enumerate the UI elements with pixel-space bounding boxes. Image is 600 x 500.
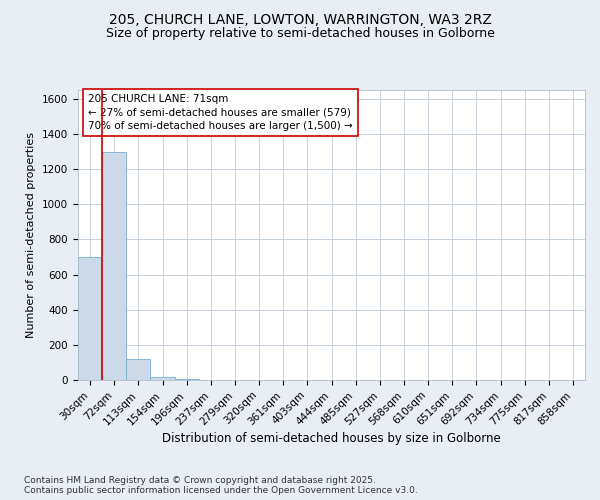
Text: Contains HM Land Registry data © Crown copyright and database right 2025.
Contai: Contains HM Land Registry data © Crown c… xyxy=(24,476,418,495)
X-axis label: Distribution of semi-detached houses by size in Golborne: Distribution of semi-detached houses by … xyxy=(162,432,501,445)
Bar xyxy=(126,359,151,380)
Text: 205 CHURCH LANE: 71sqm
← 27% of semi-detached houses are smaller (579)
70% of se: 205 CHURCH LANE: 71sqm ← 27% of semi-det… xyxy=(88,94,353,130)
Bar xyxy=(102,152,126,380)
Y-axis label: Number of semi-detached properties: Number of semi-detached properties xyxy=(26,132,37,338)
Bar xyxy=(151,378,175,380)
Text: Size of property relative to semi-detached houses in Golborne: Size of property relative to semi-detach… xyxy=(106,28,494,40)
Text: 205, CHURCH LANE, LOWTON, WARRINGTON, WA3 2RZ: 205, CHURCH LANE, LOWTON, WARRINGTON, WA… xyxy=(109,12,491,26)
Bar xyxy=(78,257,102,380)
Bar xyxy=(175,378,199,380)
